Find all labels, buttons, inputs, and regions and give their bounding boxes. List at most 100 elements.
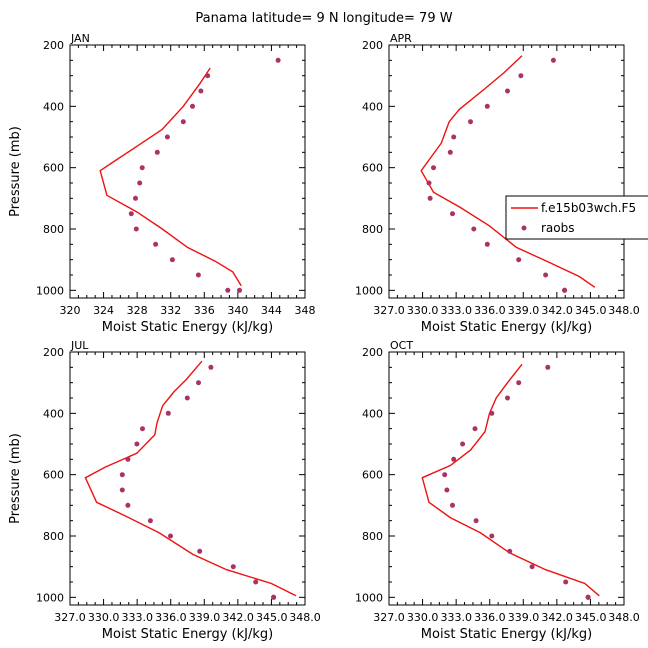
obs-point — [550, 57, 556, 63]
y-tick-label: 400 — [43, 100, 64, 113]
x-tick-label: 336.0 — [474, 611, 506, 624]
x-tick-label: 336.0 — [474, 304, 506, 317]
obs-point — [507, 548, 513, 554]
obs-point — [133, 226, 139, 232]
obs-point — [198, 88, 204, 94]
y-tick-label: 200 — [362, 39, 383, 52]
y-tick-label: 400 — [43, 407, 64, 420]
x-tick-label: 327.0 — [54, 611, 86, 624]
x-tick-label: 345.0 — [575, 304, 607, 317]
obs-point — [450, 211, 455, 217]
x-tick-label: 336.0 — [155, 611, 187, 624]
panel-apr: APR 327.0 330.0 333.0 336.0 339.0 342.0 345.0 34… — [355, 32, 640, 335]
obs-point — [139, 165, 145, 171]
obs-point — [128, 211, 134, 217]
obs-point — [275, 57, 281, 63]
x-tick-label: 332 — [160, 304, 181, 317]
obs-point — [444, 487, 450, 493]
obs-point — [516, 257, 522, 263]
obs-point — [253, 579, 259, 585]
y-tick-label: 800 — [362, 223, 383, 236]
y-axis-label: Pressure (mb) — [8, 126, 23, 217]
x-tick-label: 339.0 — [508, 611, 540, 624]
x-tick-label: 328 — [127, 304, 148, 317]
obs-point — [154, 149, 160, 155]
x-tick-label: 327.0 — [373, 611, 405, 624]
x-tick-label: 333.0 — [440, 304, 472, 317]
obs-point — [237, 287, 242, 293]
obs-point — [196, 380, 201, 386]
x-tick-label: 344 — [261, 304, 282, 317]
plot-frame — [69, 44, 306, 299]
obs-point — [140, 426, 145, 432]
obs-point — [460, 441, 466, 447]
x-tick-label: 345.0 — [256, 611, 288, 624]
obs-point — [137, 180, 143, 186]
y-tick-label: 600 — [362, 469, 383, 482]
y-tick-label: 800 — [43, 530, 64, 543]
y-tick-label: 200 — [43, 39, 64, 52]
obs-point — [518, 73, 524, 79]
obs-point — [442, 472, 448, 478]
x-tick-label: 320 — [60, 304, 81, 317]
obs-point — [125, 502, 131, 508]
x-tick-label: 340 — [227, 304, 248, 317]
plot-frame — [388, 351, 625, 606]
obs-point — [125, 456, 131, 462]
figure-title: Panama latitude= 9 N longitude= 79 W — [195, 11, 452, 26]
plot-frame — [388, 44, 625, 299]
obs-point — [119, 472, 125, 478]
panel-jan: JAN 320 324 328 332 336 340 344 348 200 400 600 800 1… — [8, 32, 316, 335]
panel-label: JUL — [70, 339, 89, 352]
panels: JAN 320 324 328 332 336 340 344 348 200 400 600 800 1… — [8, 32, 640, 642]
x-tick-label: 342.0 — [222, 611, 254, 624]
obs-point — [545, 364, 551, 370]
x-tick-label: 336 — [194, 304, 215, 317]
obs-point — [225, 287, 231, 293]
obs-point — [190, 103, 195, 109]
obs-point — [505, 395, 510, 401]
obs-point — [165, 410, 171, 416]
panel-jul: JUL 327.0 330.0 333.0 336.0 339.0 342.0 345.0 34… — [8, 339, 321, 642]
panel-label: JAN — [70, 32, 90, 45]
obs-point — [197, 548, 203, 554]
obs-point — [450, 502, 455, 508]
x-tick-label: 348.0 — [608, 304, 640, 317]
obs-point — [180, 119, 186, 125]
series-line-model — [99, 67, 242, 287]
series-line-model — [84, 360, 297, 597]
y-tick-label: 1000 — [36, 591, 64, 604]
x-tick-label: 339.0 — [189, 611, 221, 624]
legend-box — [505, 195, 648, 240]
obs-point — [484, 241, 490, 247]
x-tick-label: 342.0 — [541, 304, 573, 317]
x-tick-label: 327.0 — [373, 304, 405, 317]
y-tick-label: 1000 — [355, 284, 383, 297]
legend-obs-label: raobs — [541, 221, 575, 235]
y-tick-label: 200 — [362, 346, 383, 359]
obs-point — [153, 241, 159, 247]
y-tick-label: 600 — [43, 162, 64, 175]
obs-point — [119, 487, 125, 493]
x-axis-label: Moist Static Energy (kJ/kg) — [421, 320, 592, 335]
x-tick-label: 348 — [295, 304, 316, 317]
obs-point — [451, 456, 457, 462]
obs-point — [184, 395, 190, 401]
obs-point — [134, 441, 140, 447]
x-tick-label: 348.0 — [608, 611, 640, 624]
obs-point — [427, 195, 433, 201]
obs-point — [473, 518, 479, 524]
y-tick-label: 800 — [362, 530, 383, 543]
obs-point — [484, 103, 490, 109]
x-tick-label: 330.0 — [88, 611, 120, 624]
x-tick-label: 342.0 — [541, 611, 573, 624]
obs-point — [168, 533, 173, 539]
obs-point — [147, 518, 153, 524]
obs-point — [271, 594, 277, 600]
obs-point — [563, 579, 569, 585]
obs-point — [468, 119, 473, 125]
x-tick-label: 348.0 — [289, 611, 321, 624]
panel-label: OCT — [390, 339, 413, 352]
obs-point — [208, 364, 214, 370]
x-tick-label: 345.0 — [575, 611, 607, 624]
